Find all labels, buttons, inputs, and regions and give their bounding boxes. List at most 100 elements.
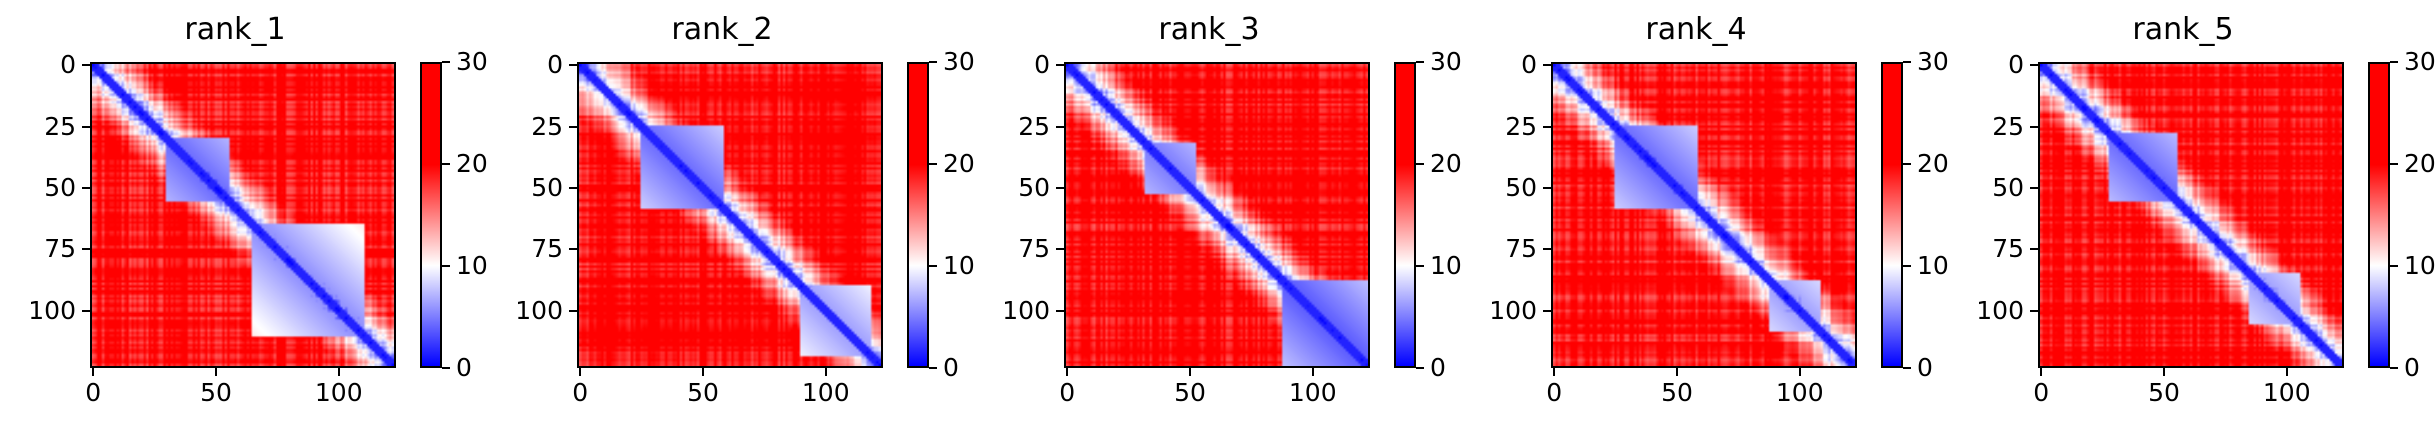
colorbar-tick-mark — [929, 265, 937, 267]
colorbar-tick-mark — [442, 265, 450, 267]
x-tick-mark — [2162, 368, 2165, 376]
x-tick-mark — [824, 368, 827, 376]
chart-title: rank_3 — [1158, 12, 1260, 47]
y-tick-label: 100 — [515, 295, 563, 325]
y-tick-mark — [569, 186, 577, 189]
y-tick-label: 100 — [28, 295, 76, 325]
y-tick-label: 100 — [1002, 295, 1050, 325]
colorbar-tick-label: 20 — [1917, 149, 1949, 178]
x-tick-mark — [2040, 368, 2043, 376]
y-tick-label: 25 — [44, 111, 76, 141]
colorbar-tick-mark — [1416, 367, 1424, 369]
y-tick-mark — [569, 64, 577, 67]
chart-title: rank_4 — [1645, 12, 1747, 47]
y-tick-label: 50 — [44, 172, 76, 202]
colorbar-tick-mark — [1416, 265, 1424, 267]
colorbar-tick-mark — [929, 61, 937, 63]
x-tick-label: 50 — [1661, 378, 1693, 407]
y-tick-mark — [1543, 186, 1551, 189]
y-tick-mark — [2030, 186, 2038, 189]
y-tick-mark — [82, 125, 90, 128]
heatmap-canvas — [579, 64, 881, 366]
x-tick-label: 0 — [1059, 378, 1076, 407]
x-tick-label: 50 — [2148, 378, 2180, 407]
colorbar-tick-mark — [442, 163, 450, 165]
chart-panel-5: rank_5 0 25 50 75 100 0 50 100 0 10 20 30 — [1948, 0, 2435, 438]
y-tick-mark — [2030, 309, 2038, 312]
x-tick-label: 0 — [85, 378, 102, 407]
y-tick-label: 75 — [1018, 234, 1050, 264]
y-tick-mark — [1543, 125, 1551, 128]
colorbar-tick-label: 10 — [943, 251, 975, 280]
y-tick-mark — [1056, 248, 1064, 251]
y-tick-label: 50 — [1992, 172, 2024, 202]
x-tick-mark — [2285, 368, 2288, 376]
colorbar — [2368, 62, 2390, 368]
x-tick-mark — [579, 368, 582, 376]
y-tick-label: 0 — [547, 50, 563, 80]
colorbar-tick-label: 20 — [943, 149, 975, 178]
x-tick-mark — [1553, 368, 1556, 376]
colorbar-tick-mark — [929, 367, 937, 369]
x-tick-label: 100 — [801, 378, 850, 407]
colorbar-tick-mark — [1903, 61, 1911, 63]
colorbar-tick-label: 10 — [2404, 251, 2435, 280]
chart-panel-4: rank_4 0 25 50 75 100 0 50 100 0 10 20 30 — [1461, 0, 1949, 438]
colorbar-tick-mark — [1416, 163, 1424, 165]
y-tick-mark — [82, 309, 90, 312]
x-tick-label: 100 — [2262, 378, 2311, 407]
colorbar-tick-label: 30 — [456, 47, 488, 76]
heatmap — [90, 62, 396, 368]
chart-title: rank_5 — [2132, 12, 2234, 47]
colorbar-tick-mark — [2390, 163, 2398, 165]
x-tick-label: 0 — [572, 378, 589, 407]
x-tick-mark — [1188, 368, 1191, 376]
colorbar-tick-mark — [1903, 367, 1911, 369]
x-tick-label: 100 — [314, 378, 363, 407]
y-tick-label: 75 — [1992, 234, 2024, 264]
colorbar-tick-label: 30 — [1917, 47, 1949, 76]
y-tick-label: 75 — [531, 234, 563, 264]
y-tick-mark — [1543, 64, 1551, 67]
y-tick-mark — [82, 248, 90, 251]
x-tick-mark — [1675, 368, 1678, 376]
y-tick-label: 25 — [1992, 111, 2024, 141]
y-tick-mark — [1543, 309, 1551, 312]
colorbar-tick-label: 0 — [456, 353, 472, 382]
y-tick-mark — [2030, 64, 2038, 67]
y-tick-mark — [2030, 248, 2038, 251]
colorbar-tick-label: 10 — [1430, 251, 1462, 280]
y-tick-label: 100 — [1976, 295, 2024, 325]
colorbar-tick-mark — [1903, 163, 1911, 165]
x-tick-label: 0 — [2033, 378, 2050, 407]
colorbar-tick-label: 20 — [456, 149, 488, 178]
x-tick-mark — [1066, 368, 1069, 376]
chart-panel-3: rank_3 0 25 50 75 100 0 50 100 0 10 20 30 — [974, 0, 1462, 438]
x-tick-label: 0 — [1546, 378, 1563, 407]
chart-title: rank_2 — [671, 12, 773, 47]
y-tick-label: 75 — [44, 234, 76, 264]
heatmap — [2038, 62, 2344, 368]
colorbar-tick-mark — [442, 61, 450, 63]
colorbar-tick-label: 20 — [1430, 149, 1462, 178]
x-tick-mark — [92, 368, 95, 376]
colorbar-tick-label: 20 — [2404, 149, 2435, 178]
colorbar-tick-mark — [929, 163, 937, 165]
y-tick-label: 100 — [1489, 295, 1537, 325]
colorbar-tick-label: 10 — [456, 251, 488, 280]
colorbar-tick-mark — [442, 367, 450, 369]
y-tick-label: 50 — [1018, 172, 1050, 202]
colorbar-tick-label: 30 — [943, 47, 975, 76]
x-tick-mark — [337, 368, 340, 376]
x-tick-mark — [1311, 368, 1314, 376]
x-tick-label: 100 — [1775, 378, 1824, 407]
colorbar-tick-mark — [2390, 367, 2398, 369]
y-tick-mark — [82, 64, 90, 67]
y-tick-label: 50 — [1505, 172, 1537, 202]
colorbar-tick-mark — [2390, 61, 2398, 63]
heatmap-canvas — [2040, 64, 2342, 366]
y-tick-label: 25 — [1018, 111, 1050, 141]
heatmap — [577, 62, 883, 368]
y-tick-mark — [1056, 309, 1064, 312]
heatmap — [1551, 62, 1857, 368]
